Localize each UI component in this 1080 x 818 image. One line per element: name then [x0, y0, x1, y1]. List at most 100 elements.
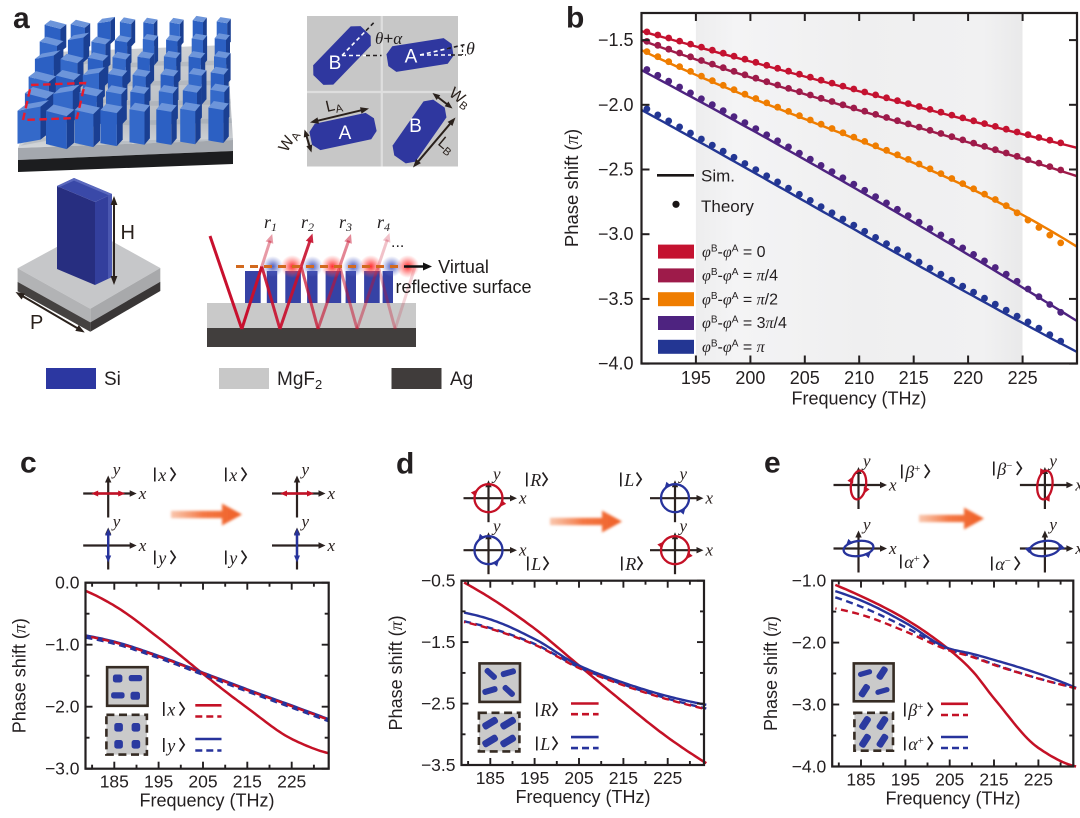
- svg-text:x: x: [888, 539, 897, 558]
- svg-text:R: R: [529, 470, 541, 490]
- svg-text:y: y: [111, 460, 121, 479]
- svg-text:x: x: [327, 484, 336, 503]
- svg-text:−3.5: −3.5: [421, 755, 456, 775]
- svg-text:y: y: [1047, 515, 1057, 534]
- svg-text:205: 205: [935, 770, 964, 790]
- svg-text:−2.5: −2.5: [598, 160, 634, 180]
- svg-text:−1.5: −1.5: [598, 30, 634, 50]
- svg-text:x: x: [888, 476, 897, 495]
- svg-text:x: x: [518, 541, 527, 560]
- svg-text:−1.5: −1.5: [421, 632, 456, 652]
- svg-text:−2.0: −2.0: [598, 95, 634, 115]
- svg-text:−0.5: −0.5: [421, 571, 456, 591]
- svg-text:215: 215: [233, 772, 262, 792]
- svg-text:reflective surface: reflective surface: [395, 277, 531, 297]
- svg-text:185: 185: [100, 772, 129, 792]
- svg-text:Virtual: Virtual: [438, 257, 489, 277]
- svg-text:205: 205: [188, 772, 217, 792]
- svg-text:φB-φA = π/2: φB-φA = π/2: [702, 291, 778, 309]
- svg-text:A: A: [339, 123, 352, 144]
- svg-text:r1: r1: [264, 212, 277, 234]
- svg-text:r2: r2: [301, 212, 314, 234]
- svg-text:R: R: [539, 700, 551, 720]
- svg-text:y: y: [111, 512, 121, 531]
- svg-text:Phase shift (π): Phase shift (π): [761, 616, 781, 731]
- svg-text:215: 215: [609, 768, 638, 788]
- svg-text:x: x: [166, 700, 175, 720]
- svg-text:Phase shift (π): Phase shift (π): [386, 615, 406, 730]
- svg-text:Frequency (THz): Frequency (THz): [515, 787, 650, 807]
- svg-text:210: 210: [844, 368, 874, 388]
- svg-text:Si: Si: [104, 369, 121, 390]
- svg-text:A: A: [405, 47, 418, 68]
- svg-text:Phase shift (π): Phase shift (π): [561, 129, 583, 247]
- svg-text:L: L: [530, 554, 541, 574]
- svg-text:x: x: [138, 536, 147, 555]
- svg-text:B: B: [409, 116, 422, 137]
- svg-text:−3.0: −3.0: [598, 224, 634, 244]
- svg-text:Frequency (THz): Frequency (THz): [139, 791, 274, 811]
- svg-text:φB-φA = π/4: φB-φA = π/4: [702, 267, 778, 285]
- svg-text:y: y: [678, 517, 688, 536]
- svg-text:195: 195: [681, 368, 711, 388]
- svg-text:205: 205: [564, 768, 593, 788]
- svg-text:r4: r4: [377, 212, 390, 234]
- svg-text:L: L: [623, 470, 634, 490]
- svg-text:−2.0: −2.0: [45, 697, 80, 717]
- svg-text:−2.5: −2.5: [421, 694, 456, 714]
- svg-text:−3.5: −3.5: [598, 289, 634, 309]
- svg-text:y: y: [227, 548, 237, 568]
- svg-text:B: B: [329, 53, 342, 74]
- svg-text:P: P: [30, 312, 43, 334]
- svg-text:y: y: [861, 452, 871, 471]
- svg-text:d: d: [396, 448, 414, 481]
- svg-text:x: x: [138, 484, 147, 503]
- svg-text:y: y: [300, 460, 310, 479]
- svg-text:x: x: [705, 489, 714, 508]
- svg-text:c: c: [20, 447, 37, 480]
- svg-text:x: x: [327, 536, 336, 555]
- svg-text:y: y: [156, 548, 166, 568]
- svg-text:195: 195: [520, 768, 549, 788]
- svg-text:185: 185: [846, 770, 875, 790]
- svg-text:−1.0: −1.0: [45, 635, 80, 655]
- svg-text:θ: θ: [466, 39, 475, 59]
- svg-text:L: L: [539, 734, 550, 754]
- svg-text:x: x: [1074, 539, 1080, 558]
- svg-text:y: y: [491, 465, 501, 484]
- svg-text:225: 225: [277, 772, 306, 792]
- svg-text:φB-φA = 0: φB-φA = 0: [702, 243, 766, 261]
- svg-text:y: y: [491, 517, 501, 536]
- svg-text:−3.0: −3.0: [792, 695, 827, 715]
- svg-text:b: b: [566, 2, 584, 35]
- svg-text:195: 195: [144, 772, 173, 792]
- svg-text:−4.0: −4.0: [792, 757, 827, 777]
- svg-text:225: 225: [1024, 770, 1053, 790]
- svg-text:Sim.: Sim.: [701, 167, 735, 186]
- svg-text:y: y: [165, 736, 175, 756]
- svg-text:195: 195: [891, 770, 920, 790]
- svg-text:e: e: [764, 447, 781, 480]
- svg-text:Phase shift (π): Phase shift (π): [10, 618, 30, 733]
- svg-text:y: y: [300, 512, 310, 531]
- svg-text:H: H: [121, 222, 135, 244]
- svg-text:φB-φA = 3π/4: φB-φA = 3π/4: [702, 315, 787, 333]
- svg-text:y: y: [861, 515, 871, 534]
- svg-text:−1.0: −1.0: [792, 571, 827, 591]
- svg-text:−2.0: −2.0: [792, 633, 827, 653]
- svg-text:225: 225: [653, 768, 682, 788]
- svg-text:0.0: 0.0: [55, 573, 80, 593]
- svg-text:185: 185: [476, 768, 505, 788]
- svg-text:r3: r3: [339, 212, 352, 234]
- svg-text:Frequency (THz): Frequency (THz): [885, 789, 1020, 809]
- svg-text:220: 220: [953, 368, 983, 388]
- svg-text:−3.0: −3.0: [45, 759, 80, 779]
- svg-text:R: R: [624, 554, 636, 574]
- svg-text:θ+α: θ+α: [375, 29, 403, 48]
- svg-text:205: 205: [790, 368, 820, 388]
- svg-text:200: 200: [735, 368, 765, 388]
- svg-text:x: x: [228, 465, 237, 485]
- svg-text:y: y: [1047, 452, 1057, 471]
- svg-text:x: x: [1074, 476, 1080, 495]
- svg-text:x: x: [157, 465, 166, 485]
